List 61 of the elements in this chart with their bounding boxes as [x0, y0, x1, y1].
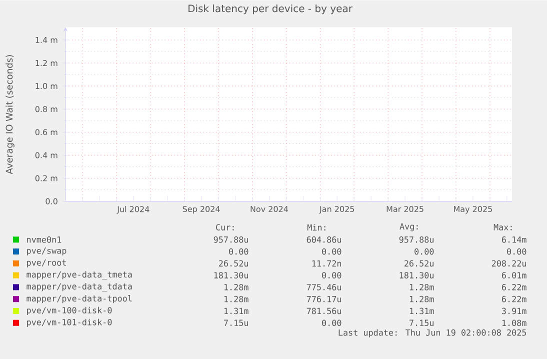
text: 957.88u [399, 236, 434, 243]
y-axis-title: Average IO Wait (seconds) [6, 55, 14, 174]
text: 1.28m [224, 296, 248, 302]
text: 3.91m [502, 308, 526, 314]
text: 776.17u [306, 296, 341, 302]
text: 11.72n [312, 260, 341, 266]
legend-label: pve/vm-100-disk-0 [27, 306, 112, 315]
text: 0.00 [414, 248, 434, 255]
x-tick-label: Jan 2025 [319, 206, 354, 214]
x-tick-label: Sep 2024 [182, 206, 220, 214]
legend-label: pve/root [27, 259, 66, 268]
text: 6.01m [502, 272, 526, 278]
text: 26.52u [404, 260, 434, 266]
legend-label: nvme0n1 [27, 236, 62, 243]
text: 26.52u [219, 260, 248, 266]
text: 1.28m [410, 284, 434, 290]
y-tick-label: 0.4 m [35, 152, 58, 158]
text: 1.28m [224, 284, 248, 290]
text: 1.31m [224, 308, 248, 314]
text: 0.00 [507, 248, 526, 255]
text: Last update: Thu Jun 19 02:00:08 2025 [338, 329, 526, 338]
text: 1.31m [410, 308, 434, 314]
text: 6.14m [502, 236, 526, 243]
y-tick-label: 0.6 m [35, 128, 58, 136]
x-tick-label: Nov 2024 [250, 206, 288, 212]
y-tick-label: 0.2 m [35, 175, 58, 182]
text: 0.00 [322, 320, 342, 326]
legend-label: pve/vm-101-disk-0 [27, 318, 112, 327]
y-tick-label: 0.8 m [35, 106, 58, 112]
text: 0.00 [322, 248, 342, 255]
legend-label: mapper/pve-data_tmeta [26, 270, 132, 280]
text: Avg: [400, 223, 418, 232]
text: Max: [494, 224, 512, 230]
text: 181.30u [400, 272, 434, 278]
text: 1.28m [410, 296, 434, 302]
text: Min: [307, 224, 326, 230]
legend-label: mapper/pve-data-tpool [26, 294, 132, 304]
text: Cur: [216, 224, 234, 230]
text: 957.88u [214, 236, 248, 243]
y-tick-label: 1.2 m [36, 60, 58, 66]
x-tick-label: Jul 2024 [116, 206, 150, 214]
text: 781.56u [306, 308, 341, 314]
legend-label: mapper/pve-data_tdata [26, 282, 132, 292]
text: 6.22m [502, 296, 526, 302]
y-tick-label: 1.4 m [36, 36, 58, 43]
x-tick-label: Mar 2025 [386, 206, 424, 212]
text: 0.00 [322, 272, 342, 278]
text: 1.08m [502, 320, 526, 326]
text: 775.46u [306, 284, 341, 290]
text: 7.15u [224, 320, 248, 326]
x-tick-label: May 2025 [454, 206, 492, 214]
text: 208.22u [492, 260, 526, 266]
text: 0.00 [229, 248, 248, 255]
text: 6.22m [502, 284, 526, 290]
text: 7.15u [410, 320, 434, 326]
legend-label: pve/swap [27, 247, 66, 256]
y-tick-label: 1.0 m [36, 82, 58, 89]
y-tick-label: 0.0 [46, 198, 58, 204]
text: 604.86u [306, 236, 341, 243]
text: 181.30u [214, 272, 248, 278]
chart-title: Disk latency per device - by year [188, 4, 352, 14]
